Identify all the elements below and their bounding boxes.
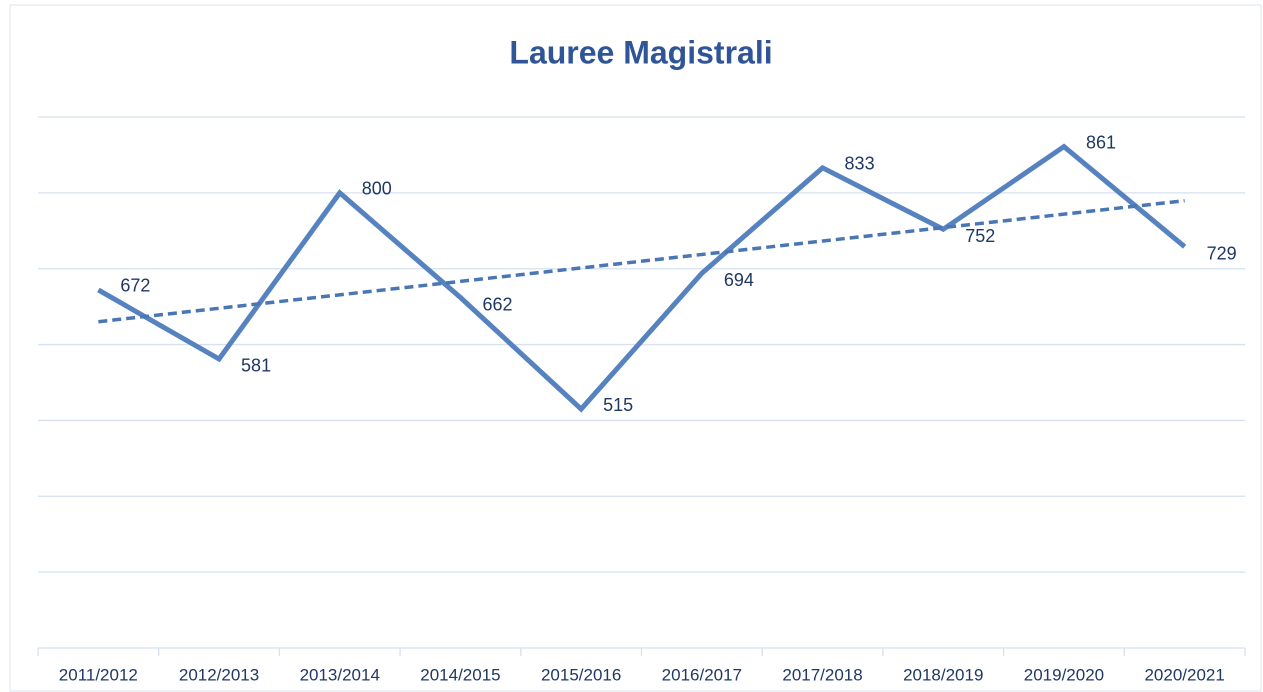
data-line — [97, 143, 1187, 413]
data-label: 833 — [845, 154, 875, 174]
data-label: 729 — [1207, 243, 1237, 263]
trendline — [98, 198, 1185, 324]
x-tick-label: 2013/2014 — [300, 665, 380, 684]
x-tick-label: 2017/2018 — [782, 665, 862, 684]
x-tick-label: 2018/2019 — [903, 665, 983, 684]
data-label: 800 — [362, 179, 392, 199]
data-label: 694 — [724, 270, 754, 290]
x-tick-label: 2012/2013 — [179, 665, 259, 684]
x-tick-label: 2011/2012 — [59, 665, 138, 684]
x-tick-label: 2014/2015 — [420, 665, 500, 684]
x-tick-label: 2020/2021 — [1144, 665, 1224, 684]
data-label: 581 — [241, 356, 271, 376]
chart-title: Lauree Magistrali — [509, 34, 772, 70]
data-label: 752 — [965, 226, 995, 246]
data-label: 672 — [120, 276, 150, 296]
x-tick-label: 2015/2016 — [541, 665, 621, 684]
x-tick-label: 2019/2020 — [1024, 665, 1104, 684]
data-label: 662 — [482, 294, 512, 314]
data-label: 861 — [1086, 132, 1116, 152]
data-label: 515 — [603, 395, 633, 415]
x-tick-label: 2016/2017 — [662, 665, 742, 684]
